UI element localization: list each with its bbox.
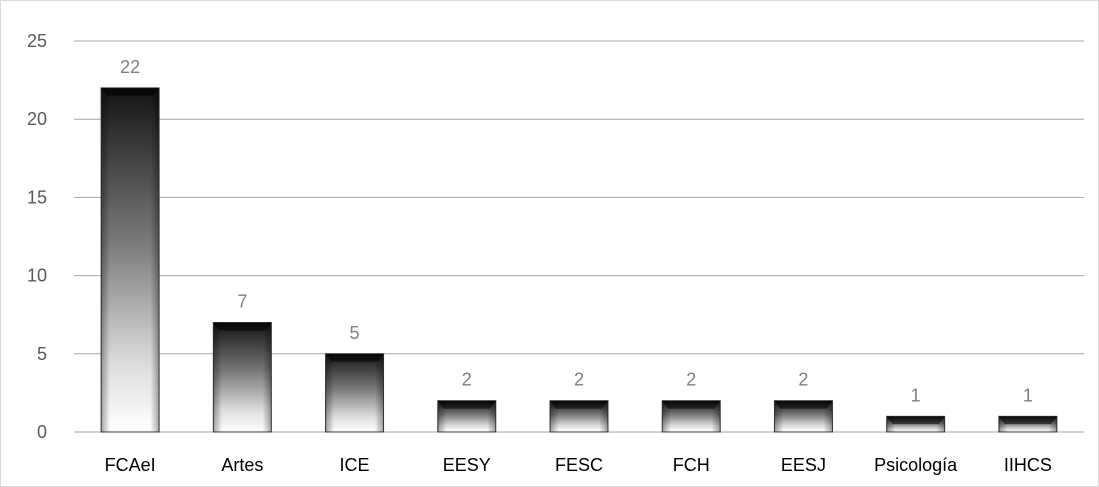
bar [661,400,721,433]
bar [886,415,946,433]
data-label: 2 [462,370,472,390]
y-tick-label: 10 [27,266,47,286]
bar-top-bevel [998,416,1057,425]
x-category-label: Psicología [874,455,958,475]
data-label: 5 [350,323,360,343]
bar [549,400,609,433]
bar [325,353,385,433]
data-label: 22 [120,57,140,77]
bar [437,400,497,433]
data-label: 2 [686,370,696,390]
data-label: 1 [1023,385,1033,405]
bar-bevel [325,353,384,432]
x-category-label: FCAeI [105,455,156,475]
bars [100,87,1058,433]
x-category-label: FCH [673,455,710,475]
bar-top-bevel [213,322,272,331]
bar-top-bevel [437,400,496,409]
bar-top-bevel [886,416,945,425]
y-tick-label: 5 [37,344,47,364]
x-category-label: EESJ [781,455,826,475]
data-label: 7 [237,292,247,312]
x-category-label: FESC [555,455,603,475]
data-label: 2 [574,370,584,390]
bar [212,322,272,433]
bar-top-bevel [101,87,160,96]
bar [100,87,160,433]
y-tick-label: 15 [27,187,47,207]
bar-bevel [213,322,272,432]
bar-top-bevel [325,353,384,362]
bar-top-bevel [662,400,721,409]
y-tick-label: 20 [27,109,47,129]
y-tick-label: 0 [37,422,47,442]
x-category-label: EESY [443,455,491,475]
x-category-label: IIHCS [1004,455,1052,475]
x-axis-categories: FCAeI Artes ICE EESY FESC FCH EESJ Psicología II… [105,455,1052,475]
y-tick-label: 25 [27,31,47,51]
data-label: 2 [798,370,808,390]
x-category-label: Artes [221,455,263,475]
bar [998,415,1058,433]
y-axis-ticks: 0 5 10 15 20 25 [27,31,47,442]
x-category-label: ICE [340,455,370,475]
bar-top-bevel [774,400,833,409]
data-label: 1 [911,385,921,405]
bar-top-bevel [550,400,608,409]
bar [773,400,833,433]
bar-bevel [101,87,160,433]
